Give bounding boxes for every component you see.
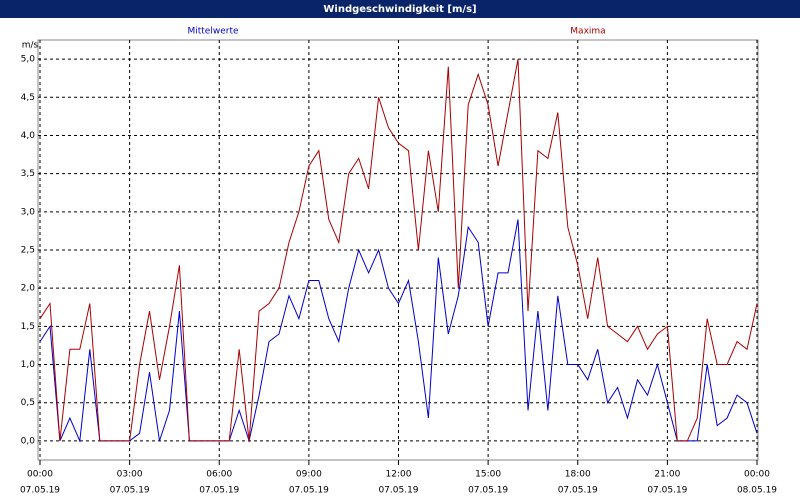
x-tick-label: 00:00	[744, 470, 770, 480]
x-tick-label: 06:00	[206, 470, 232, 480]
legend-label: Mittelwerte	[187, 27, 238, 37]
x-tick-date: 07.05.19	[378, 486, 418, 496]
x-tick-label: 12:00	[386, 470, 412, 480]
x-tick-label: 15:00	[475, 470, 501, 480]
x-tick-label: 09:00	[296, 470, 322, 480]
y-unit: m/s	[22, 41, 39, 51]
y-tick-label: 0,0	[21, 436, 36, 446]
chart-title: Windgeschwindigkeit [m/s]	[323, 4, 476, 15]
y-tick-label: 3,0	[21, 207, 36, 217]
x-tick-label: 00:00	[27, 470, 53, 480]
x-tick-label: 18:00	[565, 470, 591, 480]
x-tick-label: 21:00	[654, 470, 680, 480]
x-tick-date: 07.05.19	[20, 486, 60, 496]
y-tick-label: 0,5	[21, 398, 35, 408]
y-tick-label: 5,0	[21, 55, 36, 65]
x-tick-label: 03:00	[117, 470, 143, 480]
legend-label: Maxima	[570, 27, 605, 37]
x-tick-date: 07.05.19	[468, 486, 508, 496]
x-tick-date: 07.05.19	[647, 486, 687, 496]
y-tick-label: 2,5	[21, 246, 35, 256]
data-line	[39, 59, 758, 442]
y-tick-label: 1,5	[21, 322, 35, 332]
x-tick-date: 07.05.19	[110, 486, 150, 496]
x-tick-date: 07.05.19	[199, 486, 239, 496]
y-tick-label: 3,5	[21, 169, 35, 179]
title-bar	[0, 0, 800, 18]
x-tick-date: 07.05.19	[289, 486, 329, 496]
x-tick-date: 07.05.19	[558, 486, 598, 496]
data-line	[39, 219, 758, 443]
y-tick-label: 4,0	[21, 131, 36, 141]
y-tick-label: 4,5	[21, 93, 35, 103]
y-tick-label: 2,0	[21, 284, 36, 294]
x-tick-date: 08.05.19	[737, 486, 777, 496]
y-tick-label: 1,0	[21, 360, 36, 370]
